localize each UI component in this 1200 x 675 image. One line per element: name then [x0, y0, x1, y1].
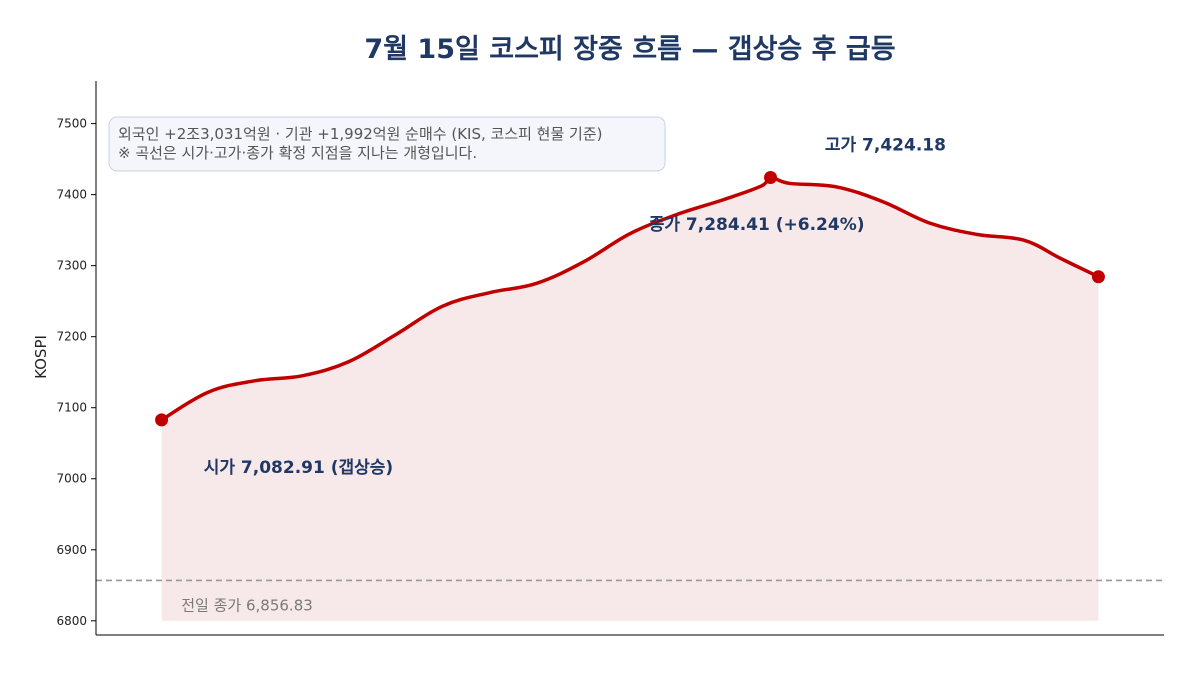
y-tick-label: 6900: [56, 543, 87, 557]
y-tick-label: 6800: [56, 614, 87, 628]
series-line-group: [159, 175, 1101, 422]
reference-line-label: 전일 종가 6,856.83: [181, 596, 313, 614]
note-line-2: ※ 곡선은 시가·고가·종가 확정 지점을 지나는 개형입니다.: [118, 144, 477, 162]
marker-point: [764, 170, 778, 184]
y-tick-label: 7200: [56, 330, 87, 344]
series-line: [159, 175, 1101, 422]
series-area: [161, 177, 1099, 621]
y-tick-label: 7300: [56, 259, 87, 273]
note-box-bg: [108, 116, 666, 172]
annotations: 시가 7,082.91 (갭상승) 고가 7,424.18 종가 7,284.41 …: [204, 136, 946, 478]
note-box: 외국인 +2조3,031억원 · 기관 +1,992억원 순매수 (KIS, 코…: [108, 116, 666, 172]
marker-point: [155, 413, 169, 427]
markers: [155, 170, 1105, 427]
annotation-label: 고가 7,424.18: [825, 136, 946, 156]
reference-line-group: 전일 종가 6,856.83: [96, 579, 1164, 614]
y-tick-label: 7000: [56, 472, 87, 486]
y-axis-label: KOSPI: [32, 335, 50, 379]
y-tick-label: 7500: [56, 117, 87, 131]
annotation-label: 시가 7,082.91 (갭상승): [204, 458, 393, 478]
y-tick-label: 7400: [56, 188, 87, 202]
chart-title: 7월 15일 코스피 장중 흐름 — 갭상승 후 급등: [364, 34, 895, 65]
y-tick-label: 7100: [56, 401, 87, 415]
area-fill: [161, 177, 1099, 621]
marker-point: [1091, 270, 1105, 284]
axes: 6800 6900 7000 7100 7200 7300 7400 7500: [56, 81, 1164, 636]
annotation-label: 종가 7,284.41 (+6.24%): [649, 215, 865, 235]
note-line-1: 외국인 +2조3,031억원 · 기관 +1,992억원 순매수 (KIS, 코…: [118, 125, 603, 143]
